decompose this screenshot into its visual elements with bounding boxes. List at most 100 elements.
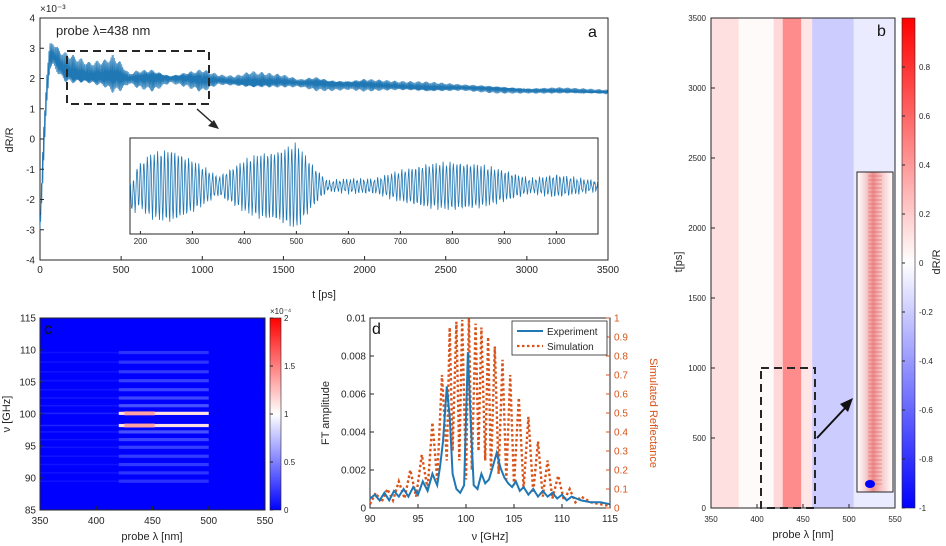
panel-d-y2-tick-label: 0.6 xyxy=(614,390,628,401)
panel-b-colorbar-tick-label: -0.8 xyxy=(919,455,933,464)
panel-c-y-tick-label: 95 xyxy=(25,442,37,453)
panel-c-mode-line-extension xyxy=(40,480,119,482)
panel-d-y-tick-label: 0.002 xyxy=(341,466,366,477)
panel-c-mode-line xyxy=(118,379,209,383)
panel-a-x-tick-label: 3000 xyxy=(516,265,539,276)
panel-a-inset-x-tick-label: 800 xyxy=(446,237,460,246)
panel-c-mode-line-peak xyxy=(124,423,155,428)
panel-b-x-tick-label: 350 xyxy=(704,515,718,524)
panel-a-x-tick-label: 1000 xyxy=(191,265,214,276)
panel-c-colorbar-tick-label: 1.5 xyxy=(284,362,296,371)
panel-b-band xyxy=(711,18,740,508)
panel-c-mode-line xyxy=(118,404,209,408)
panel-c-mode-line-extension xyxy=(40,370,119,373)
panel-a-x-tick-label: 1500 xyxy=(272,265,295,276)
panel-c-mode-line-extension xyxy=(40,424,119,427)
panel-b-colorbar-tick-label: 0.4 xyxy=(919,161,931,170)
panel-a-y-tick-label: 4 xyxy=(29,14,35,25)
panel-c-mode-line-extension xyxy=(40,388,119,391)
panel-b-zoom-arrow xyxy=(816,405,848,439)
panel-a-y-tick-label: 3 xyxy=(29,44,35,55)
panel-b-y-tick-label: 1500 xyxy=(688,294,706,303)
panel-c-mode-line-extension xyxy=(40,431,119,433)
panel-d-y2-tick-label: 0.1 xyxy=(614,485,628,496)
panel-d-x-tick-label: 95 xyxy=(412,514,424,525)
panel-d: 90 95 100 105 110 115 0 0.002 0.004 0.006 0.008 0.… xyxy=(320,314,659,544)
panel-a-zoom-arrowhead xyxy=(208,120,219,129)
panel-b-colorbar-tick-label: -0.2 xyxy=(919,308,933,317)
panel-c-mode-line-extension xyxy=(40,351,119,354)
panel-d-y-tick-label: 0 xyxy=(360,504,366,515)
panel-a-zoom-box xyxy=(66,50,210,105)
panel-d-y2-tick-label: 0.8 xyxy=(614,352,628,363)
panel-a-y-exponent: ×10⁻³ xyxy=(40,4,66,15)
panel-b-x-label: probe λ [nm] xyxy=(772,529,833,541)
panel-c-mode-line xyxy=(118,479,209,483)
panel-a-y-tick-label: 0 xyxy=(29,135,35,146)
panel-c-x-tick-label: 400 xyxy=(88,516,105,527)
panel-c-letter: c xyxy=(44,321,52,338)
panel-b-zoom-box xyxy=(760,367,816,509)
panel-a-x-tick-label: 500 xyxy=(113,265,130,276)
panel-a-y-tick-label: 2 xyxy=(29,74,35,85)
panel-c-y-tick-label: 115 xyxy=(20,314,36,325)
panel-c-mode-line xyxy=(118,423,209,428)
panel-c-x-tick-label: 450 xyxy=(144,516,161,527)
panel-c-y-tick-label: 100 xyxy=(19,410,36,421)
panel-d-y-tick-label: 0.01 xyxy=(347,314,367,325)
panel-a-y-tick-label: -4 xyxy=(26,256,35,267)
panel-c-colorbar-tick-label: 0 xyxy=(284,506,289,515)
panel-a-inset-x-tick-label: 1000 xyxy=(548,237,566,246)
panel-d-x-tick-label: 115 xyxy=(602,514,618,525)
panel-a: 0 500 1000 1500 2000 2500 3000 3500 -4-3-2-1012… xyxy=(4,4,620,301)
panel-d-y2-tick-label: 0.4 xyxy=(614,428,628,439)
panel-c-mode-line-extension xyxy=(40,404,119,407)
panel-b-colorbar-tick-label: -0.4 xyxy=(919,357,933,366)
panel-d-y2-label: Simulated Reflectance xyxy=(647,358,659,468)
panel-c-y-tick-label: 85 xyxy=(25,506,37,517)
panel-a-y-tick-label: -1 xyxy=(26,165,35,176)
panel-d-y2-tick-label: 0.2 xyxy=(614,466,628,477)
panel-c-colorbar-tick-label: 0.5 xyxy=(284,458,296,467)
panel-c-y-tick-label: 110 xyxy=(20,346,36,357)
panel-b-band xyxy=(738,18,775,508)
panel-c-y-tick-label: 90 xyxy=(25,474,37,485)
panel-a-inset-x-tick-label: 300 xyxy=(186,237,200,246)
panel-c-mode-line-peak xyxy=(124,411,155,416)
panel-c-mode-line xyxy=(118,370,209,374)
panel-c-y-label: ν [GHz] xyxy=(1,396,13,433)
panel-d-y2-tick-label: 0.5 xyxy=(614,409,628,420)
panel-b-colorbar-tick-label: -0.6 xyxy=(919,406,933,415)
panel-b-inset-blue-spot xyxy=(865,480,875,488)
panel-d-y2-tick-label: 0.3 xyxy=(614,447,628,458)
panel-c-colorbar-tick-label: 1 xyxy=(284,410,289,419)
panel-a-letter: a xyxy=(588,24,597,41)
panel-d-x-label: ν [GHz] xyxy=(472,531,509,543)
panel-a-inset-x-tick-label: 500 xyxy=(290,237,304,246)
panel-c-mode-line-extension xyxy=(40,446,119,449)
panel-b-colorbar-tick-label: -1 xyxy=(919,504,927,513)
panel-a-y-tick-label: 1 xyxy=(29,104,35,115)
panel-d-x-tick-label: 110 xyxy=(554,514,570,525)
panel-b-colorbar-tick-label: 0 xyxy=(919,259,924,268)
panel-d-y-tick-label: 0.004 xyxy=(341,428,366,439)
panel-c-mode-line xyxy=(118,360,209,364)
panel-c-mode-line-extension xyxy=(40,397,119,399)
panel-c-x-tick-label: 350 xyxy=(32,516,49,527)
panel-a-x-tick-label: 0 xyxy=(37,265,43,276)
panel-a-annotation: probe λ=438 nm xyxy=(56,23,150,38)
panel-a-x-tick-label: 2500 xyxy=(435,265,458,276)
panel-d-y2-tick-label: 0.9 xyxy=(614,333,628,344)
panel-a-inset-x-tick-label: 700 xyxy=(394,237,408,246)
panel-b-colorbar-label: dR/R xyxy=(931,249,943,274)
panel-d-letter: d xyxy=(372,321,381,338)
panel-b-band xyxy=(812,18,855,508)
panel-b-x-tick-label: 450 xyxy=(796,515,810,524)
panel-d-y2-tick-label: 0 xyxy=(614,504,620,515)
panel-b-x-tick-label: 400 xyxy=(750,515,764,524)
panel-b-colorbar-tick-label: 0.2 xyxy=(919,210,931,219)
panel-b-band xyxy=(801,18,813,508)
panel-c-mode-line xyxy=(118,396,209,400)
panel-a-y-tick-label: -3 xyxy=(26,225,35,236)
